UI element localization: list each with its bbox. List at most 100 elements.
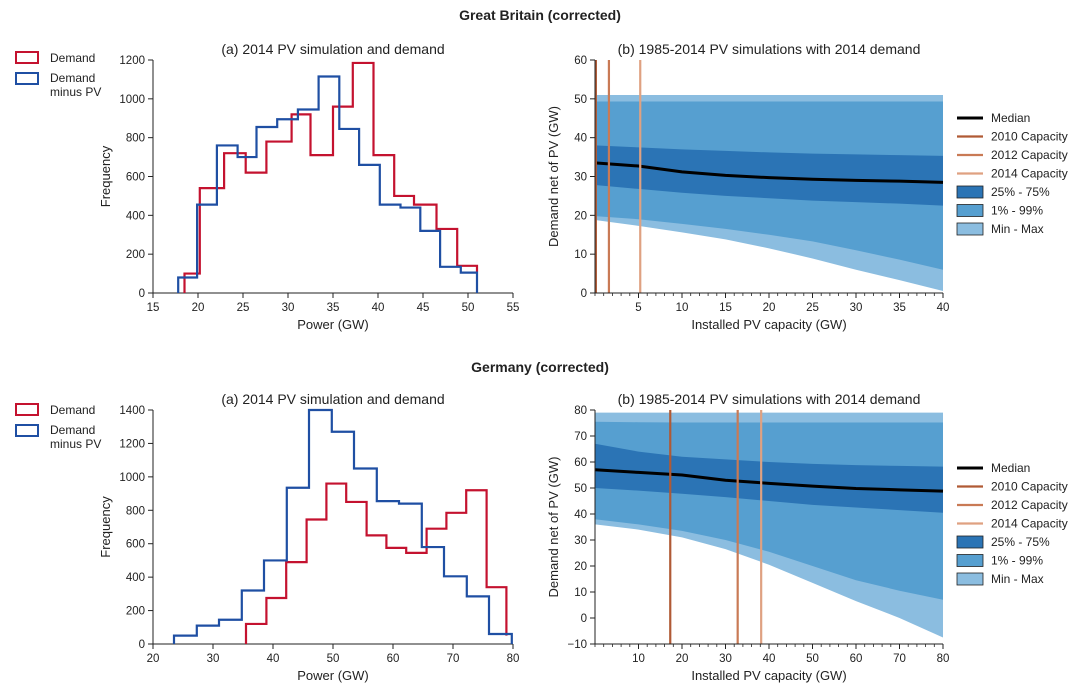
x-tick-label: 40 [267,653,280,665]
y-tick-label: 800 [126,133,145,145]
x-tick-label: 25 [806,302,819,314]
y-axis-label: Demand net of PV (GW) [546,457,561,598]
legend-label-cap_2010: 2010 Capacity [991,480,1068,494]
x-tick-label: 70 [447,653,460,665]
legend-label-cap_2012: 2012 Capacity [991,148,1068,162]
x-tick-label: 5 [635,302,641,314]
x-tick-label: 50 [462,302,475,314]
x-tick-label: 50 [806,653,819,665]
legend-label-band_1_99: 1% - 99% [991,204,1043,218]
x-tick-label: 20 [192,302,205,314]
y-tick-label: 80 [574,405,587,417]
y-tick-label: 50 [574,483,587,495]
legend-label-cap_2014: 2014 Capacity [991,517,1068,531]
x-tick-label: 15 [147,302,160,314]
panel-title: (a) 2014 PV simulation and demand [221,391,444,407]
x-tick-label: 15 [719,302,732,314]
y-tick-label: 600 [126,172,145,184]
legend-swatch-band_25_75 [956,185,984,199]
x-axis-label: Installed PV capacity (GW) [691,668,846,683]
y-tick-label: 50 [574,94,587,106]
y-tick-label: 60 [574,55,587,67]
legend-swatch-band_1_99 [956,554,984,567]
legend-label-band_min_max: Min - Max [991,222,1044,236]
legend-label-band_25_75: 25% - 75% [991,535,1050,549]
band-25-75 [595,443,943,513]
y-tick-label: 30 [574,535,587,547]
legend-label-demand: Demand [50,403,95,417]
x-tick-label: 20 [676,653,689,665]
y-tick-label: 0 [139,639,145,651]
y-tick-label: 600 [126,539,145,551]
histogram-demand-minus-pv [172,408,513,644]
legend-swatch-band_min_max [956,222,984,236]
band-25-75 [595,145,943,206]
panel-title: (b) 1985-2014 PV simulations with 2014 d… [618,391,921,407]
legend-label-band_min_max: Min - Max [991,572,1044,586]
x-tick-label: 30 [719,653,732,665]
y-tick-label: 1000 [119,472,145,484]
panel-gb-histogram: (a) 2014 PV simulation and demand Power (… [98,41,519,332]
y-tick-label: 10 [574,587,587,599]
legend-swatch-demand [15,403,39,416]
median-line [594,468,944,493]
legend-swatch-band_25_75 [956,535,984,549]
histogram-demand [244,482,508,644]
x-tick-label: 35 [893,302,906,314]
x-tick-label: 30 [207,653,220,665]
x-tick-label: 50 [327,653,340,665]
legend-label-cap_2010: 2010 Capacity [991,130,1068,144]
y-tick-label: 20 [574,210,587,222]
legend-label-band_25_75: 25% - 75% [991,185,1050,199]
y-tick-label: 40 [574,509,587,521]
histogram-demand-minus-pv [177,75,479,293]
legend-swatch-demand-minus-pv [15,424,39,437]
legend-label-demand-minus-pv: Demand [50,423,95,437]
x-tick-label: 80 [507,653,520,665]
band-1-99 [595,421,943,600]
hist-legend-gb: Demand Demand minus PV [15,51,101,99]
legend-swatch-demand [15,51,39,64]
y-tick-label: 400 [126,210,145,222]
x-tick-label: 10 [676,302,689,314]
y-tick-label: 30 [574,172,587,184]
x-tick-label: 20 [147,653,160,665]
legend-label-demand-minus-pv: Demand [50,71,95,85]
y-tick-label: 1200 [119,438,145,450]
x-tick-label: 30 [850,302,863,314]
legend-label-median: Median [991,111,1030,125]
y-tick-label: 1400 [119,405,145,417]
legend-label-demand-minus-pv-2: minus PV [50,437,101,451]
section-title-gb: Great Britain (corrected) [459,7,621,23]
x-tick-label: 40 [937,302,950,314]
legend-label-band_1_99: 1% - 99% [991,554,1043,568]
x-axis-label: Power (GW) [297,317,369,332]
y-tick-label: 1200 [119,55,145,67]
median-line [594,161,944,184]
y-tick-label: 200 [126,249,145,261]
y-tick-label: 20 [574,561,587,573]
y-tick-label: 800 [126,505,145,517]
legend-swatch-band_1_99 [956,204,984,217]
x-tick-label: 60 [850,653,863,665]
x-tick-label: 55 [507,302,520,314]
y-tick-label: 0 [581,288,587,300]
legend-label-demand-minus-pv-2: minus PV [50,85,101,99]
panel-title: (b) 1985-2014 PV simulations with 2014 d… [618,41,921,57]
x-tick-label: 30 [282,302,295,314]
x-tick-label: 45 [417,302,430,314]
y-tick-label: 0 [139,288,145,300]
y-tick-label: 60 [574,457,587,469]
y-tick-label: 1000 [119,94,145,106]
x-axis-label: Power (GW) [297,668,369,683]
y-tick-label: 400 [126,572,145,584]
section-title-de: Germany (corrected) [471,359,609,375]
x-tick-label: 35 [327,302,340,314]
x-tick-label: 80 [937,653,950,665]
y-tick-label: 0 [581,613,587,625]
y-axis-label: Frequency [98,496,113,558]
legend-label-median: Median [991,461,1030,475]
legend-label-cap_2012: 2012 Capacity [991,498,1068,512]
legend-swatch-band_min_max [956,572,984,586]
